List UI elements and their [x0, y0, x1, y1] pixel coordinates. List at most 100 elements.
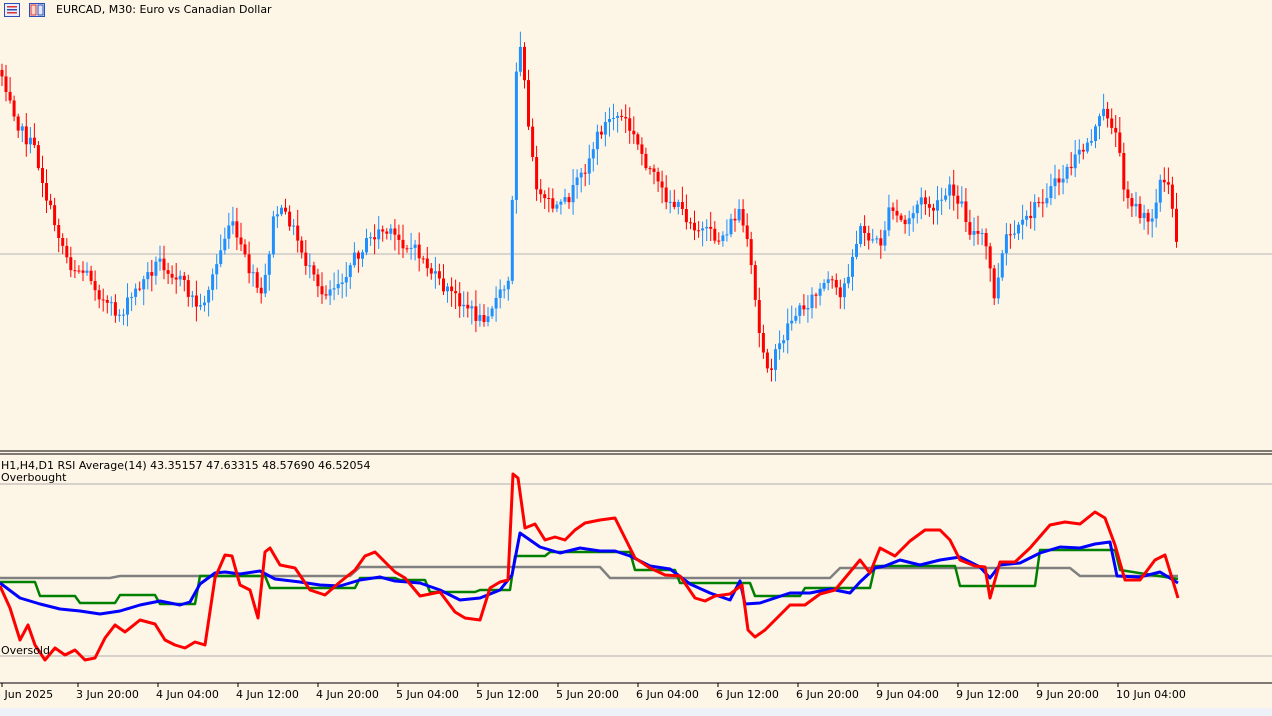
bear-candle	[956, 195, 960, 204]
bear-candle	[903, 219, 907, 225]
bull-candle	[725, 234, 729, 236]
bull-candle	[117, 314, 121, 316]
bear-candle	[170, 273, 174, 278]
bear-candle	[1166, 182, 1170, 185]
bull-candle	[1025, 215, 1029, 220]
bull-candle	[369, 237, 373, 239]
bull-candle	[409, 247, 413, 249]
bull-candle	[579, 172, 583, 178]
bear-candle	[802, 305, 806, 310]
bear-candle	[81, 270, 85, 273]
bear-candle	[186, 280, 190, 297]
rsi-average-line	[0, 565, 1178, 580]
bear-candle	[437, 271, 441, 279]
bear-candle	[628, 118, 632, 131]
bull-candle	[292, 225, 296, 227]
bull-candle	[433, 271, 437, 274]
bull-candle	[1000, 253, 1004, 278]
bull-candle	[1045, 198, 1049, 204]
bear-candle	[16, 116, 20, 131]
bull-candle	[612, 117, 615, 119]
bear-candle	[417, 244, 421, 259]
bear-candle	[664, 187, 668, 203]
bear-candle	[1146, 212, 1150, 222]
bull-candle	[1098, 116, 1101, 127]
bull-candle	[361, 252, 364, 259]
bear-candle	[458, 293, 462, 307]
bull-candle	[1033, 202, 1037, 219]
bear-candle	[680, 202, 684, 209]
bear-candle	[547, 198, 551, 199]
bear-candle	[247, 254, 251, 274]
bull-candle	[883, 230, 887, 246]
bull-candle	[122, 314, 125, 316]
indicator-title: H1,H4,D1 RSI Average(14) 43.35157 47.633…	[1, 459, 371, 472]
chart-window-icon[interactable]	[29, 3, 45, 17]
bull-candle	[413, 244, 417, 248]
bear-candle	[672, 201, 676, 207]
bear-candle	[442, 278, 445, 292]
bull-candle	[1004, 234, 1008, 254]
bear-candle	[450, 286, 454, 292]
bull-candle	[514, 71, 518, 200]
time-axis-label: 5 Jun 04:00	[396, 688, 459, 701]
chart-list-icon[interactable]	[4, 3, 20, 17]
bull-candle	[842, 283, 846, 298]
bear-candle	[288, 211, 292, 227]
bull-candle	[190, 295, 194, 297]
bear-candle	[713, 228, 717, 241]
bear-candle	[531, 126, 535, 157]
bear-candle	[356, 252, 360, 259]
time-axis-label: 3 Jun 20:00	[76, 688, 139, 701]
bull-candle	[1094, 126, 1097, 141]
bull-candle	[227, 225, 231, 239]
bear-candle	[45, 183, 48, 201]
candle-series	[0, 31, 1178, 382]
bull-candle	[1134, 203, 1138, 207]
bull-candle	[1089, 141, 1093, 143]
bull-candle	[875, 238, 879, 240]
bull-candle	[591, 149, 595, 159]
bear-candle	[304, 252, 308, 266]
bull-candle	[308, 265, 312, 267]
bear-candle	[770, 368, 773, 370]
bull-candle	[915, 204, 919, 214]
oversold-label: Oversold	[1, 644, 50, 657]
bull-candle	[822, 283, 826, 289]
chart-title: EURCAD, M30: Euro vs Canadian Dollar	[56, 3, 272, 16]
bear-candle	[765, 352, 769, 369]
bear-candle	[1118, 132, 1122, 153]
bear-candle	[535, 157, 539, 190]
bear-candle	[69, 257, 73, 271]
bear-candle	[401, 239, 405, 249]
bull-candle	[506, 280, 510, 290]
bull-candle	[778, 343, 782, 350]
bear-candle	[709, 226, 713, 229]
bull-candle	[142, 279, 146, 290]
bear-candle	[312, 265, 316, 275]
bear-candle	[1170, 184, 1174, 209]
bull-candle	[616, 115, 620, 118]
bear-candle	[749, 239, 753, 266]
bear-candle	[984, 233, 988, 247]
bull-candle	[595, 131, 599, 150]
bull-candle	[887, 207, 891, 231]
bear-candle	[1175, 208, 1178, 242]
bull-candle	[729, 218, 733, 235]
bull-candle	[608, 118, 611, 123]
bear-candle	[174, 277, 178, 280]
bull-candle	[130, 296, 134, 298]
bear-candle	[988, 246, 992, 269]
rsi-h4-line	[0, 531, 1179, 616]
bull-candle	[676, 202, 680, 207]
bear-candle	[644, 153, 648, 169]
bull-candle	[1049, 186, 1053, 198]
status-strip	[0, 708, 1272, 716]
bear-candle	[12, 100, 16, 117]
bear-candle	[482, 315, 486, 322]
bull-candle	[203, 302, 206, 306]
bull-candle	[207, 289, 211, 303]
bear-candle	[53, 205, 57, 226]
bear-candle	[539, 189, 543, 195]
